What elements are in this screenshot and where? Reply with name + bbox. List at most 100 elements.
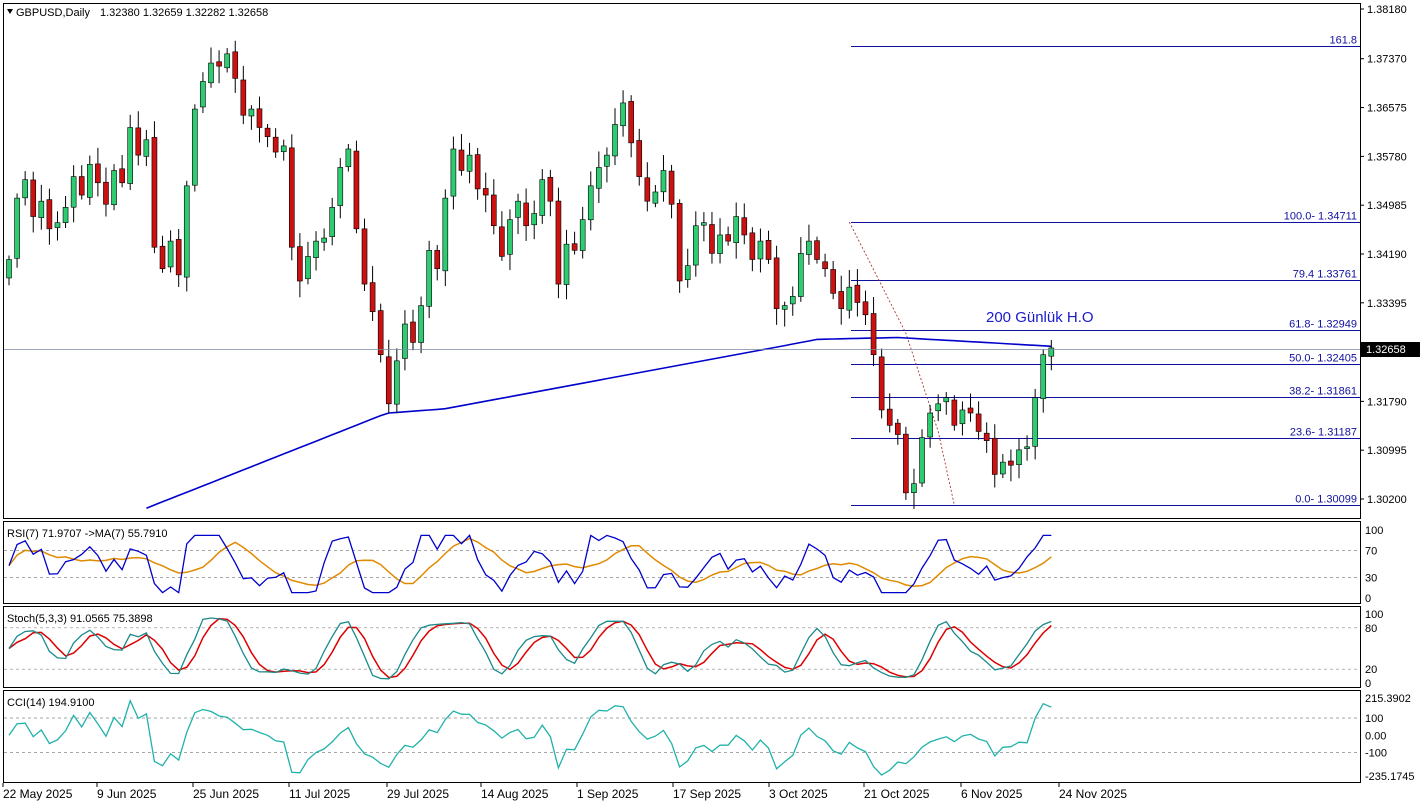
rsi-header: RSI(7) 71.9707 ->MA(7) 55.7910 [7,528,168,540]
candle-bull [313,240,319,258]
chart-header-ohlc: 1.32380 1.32659 1.32282 1.32658 [100,7,268,19]
candle-bear [159,245,166,270]
candle-bear [46,199,53,230]
candle-bear [862,301,869,316]
candle-bear [297,246,303,282]
candle-bear [151,137,158,248]
cci-axis-label: -100 [1365,748,1387,760]
candle-bear [135,127,142,156]
current-price-value: 1.32658 [1366,344,1406,356]
price-tick-label: 1.34190 [1367,249,1407,261]
stoch-header: Stoch(5,3,3) 91.0565 75.3898 [7,613,153,625]
stoch-axis-label: 0 [1365,678,1371,690]
candle-bear [377,310,384,356]
price-tick-label: 1.33395 [1367,298,1407,310]
fib-label: 79.4 1.33761 [1293,269,1357,281]
candle-bear [458,149,465,171]
fib-label: 100.0- 1.34711 [1284,211,1357,223]
candle-bull [652,191,659,204]
rsi-axis-label: 30 [1365,573,1377,585]
candle-bull [798,253,804,297]
candle-bear [628,101,634,144]
candle-bear [434,250,441,270]
candle-bull [515,200,521,218]
candle-bear [838,291,845,309]
rsi-ma-line [8,537,1052,587]
candle-bull [1000,461,1006,475]
rsi-line [8,534,1052,594]
candle-bull [224,53,230,69]
candle-bear [119,168,125,184]
candle-bear [523,202,529,227]
candle-bull [701,222,707,226]
candle-bear [264,127,271,138]
time-tick-label: 22 May 2025 [3,787,73,801]
candle-bear [822,261,828,270]
candle-bull [143,139,150,157]
candle-bull [280,145,287,153]
candle-bull [806,240,812,255]
candle-bull [684,265,691,281]
candle-bear [725,234,731,242]
stoch-axis-label: 20 [1365,664,1377,676]
time-tick-label: 6 Nov 2025 [961,787,1023,801]
candle-bull [38,200,45,218]
candle-bear [854,284,861,303]
candle-bull [1016,449,1022,466]
candle-bear [903,433,909,494]
price-panel[interactable] [3,3,1361,519]
candle-bear [499,226,505,257]
stoch-panel[interactable] [3,606,1361,688]
candle-bear [676,203,683,282]
stoch-signal-line [8,617,1052,679]
candle-bull [604,154,610,167]
fib-label: 0.0- 1.30099 [1295,494,1357,506]
candle-bear [353,150,360,230]
candle-bull [911,483,917,493]
candle-bull [426,250,432,307]
candle-bear [288,147,295,248]
candle-bear [410,321,416,343]
candle-bull [345,148,352,168]
candle-bear [232,51,239,79]
axes: 1.38180 1.37370 1.36575 1.35780 1.34985 1.341… [2,4,1415,801]
candle-bull [305,256,311,280]
candle-bear [490,194,497,227]
candle-bull [692,225,699,266]
candle-bull [14,197,20,259]
candle-bear [749,232,756,260]
candle-bear [555,200,562,285]
candle-bull [563,243,570,285]
cci-panel[interactable] [3,690,1361,783]
candle-bull [927,412,933,438]
rsi-panel[interactable] [3,521,1361,604]
stoch-main-line [8,617,1052,680]
candle-bull [62,207,69,223]
candle-bull [539,179,546,216]
candle-bull [321,237,327,243]
dropdown-triangle-icon[interactable] [7,9,13,14]
candle-bull [6,259,12,279]
time-tick-label: 24 Nov 2025 [1059,787,1127,801]
cci-axis-label: -235.1745 [1365,771,1415,783]
candle-bear [95,163,101,184]
candle-bear [361,228,368,285]
candle-bull [579,219,586,251]
candle-bear [951,399,958,426]
time-tick-label: 1 Sep 2025 [577,787,639,801]
price-tick-label: 1.30200 [1367,494,1407,506]
current-price-tag [1361,342,1420,357]
candle-bull [183,185,190,278]
candle-bull [781,305,788,310]
time-tick-label: 25 Jun 2025 [193,787,259,801]
cci-line [8,698,1052,776]
ma200-path [146,336,1052,509]
price-tick-label: 1.38180 [1367,4,1407,16]
candle-bull [200,81,206,108]
candle-bull [337,167,344,206]
candle-bear [765,240,772,260]
candle-bear [240,79,247,116]
candle-bull [1048,347,1055,357]
candle-bull [1032,397,1038,447]
